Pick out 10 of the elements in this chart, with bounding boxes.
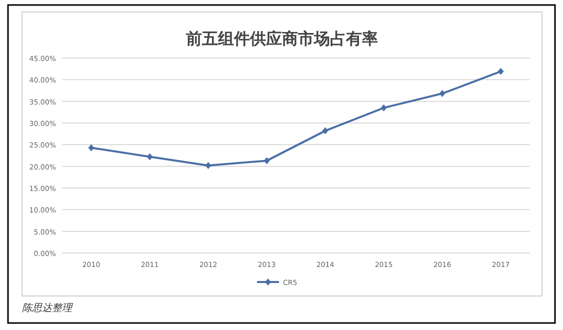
point: [439, 90, 446, 98]
point: [322, 127, 328, 134]
point: [264, 157, 270, 164]
chart-title: 前五组件供应商市场占有率: [185, 29, 378, 48]
point: [498, 68, 504, 75]
point: [205, 162, 212, 169]
point: [88, 144, 94, 152]
point: [380, 104, 387, 112]
point: [146, 153, 153, 160]
text: 陈思达整理: [22, 302, 73, 314]
